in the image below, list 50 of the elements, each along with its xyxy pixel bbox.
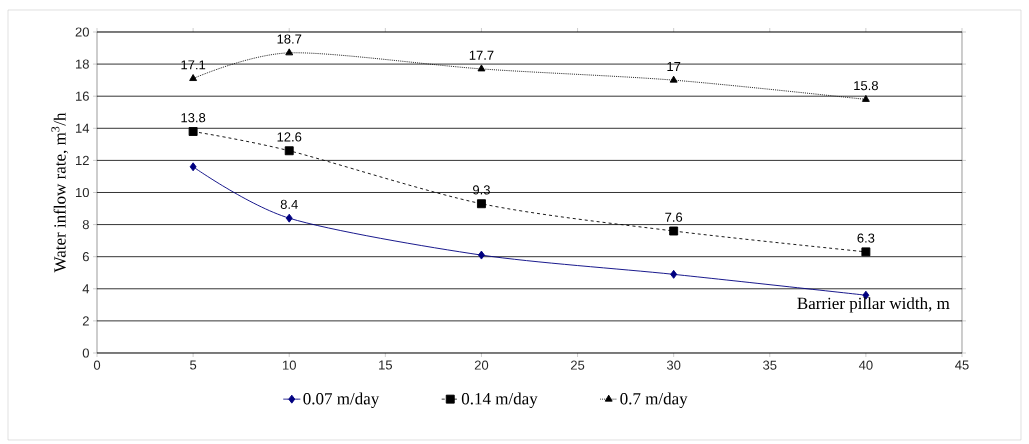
data-label: 15.8	[854, 81, 878, 91]
y-tick-label: 12	[76, 155, 89, 165]
data-label: 12.6	[277, 132, 302, 142]
data-label: 7.6	[665, 212, 683, 222]
x-tick-label: 30	[666, 360, 681, 370]
data-label: 18.7	[277, 34, 302, 44]
point	[477, 64, 486, 72]
x-tick-label: 15	[379, 360, 393, 370]
y-tick-label: 16	[76, 91, 89, 101]
x-tick-label: 0	[93, 360, 101, 370]
legend-label: 0.7 m/day	[620, 392, 688, 408]
point	[670, 269, 678, 279]
y-tick-label: 2	[82, 316, 89, 326]
data-label: 13.8	[181, 113, 206, 123]
data-label: 17	[667, 62, 681, 71]
x-tick-label: 45	[955, 360, 969, 370]
point	[285, 48, 294, 56]
y-tick-label: 10	[76, 187, 89, 198]
point	[284, 146, 294, 156]
x-tick-label: 10	[282, 360, 296, 370]
x-tick-label: 40	[858, 360, 873, 370]
point	[861, 94, 870, 102]
data-label: 6.3	[857, 233, 875, 243]
y-tick-label: 18	[76, 59, 89, 69]
data-label: 17.7	[469, 50, 494, 60]
x-tick-label: 5	[190, 360, 197, 370]
y-tick-label: 8	[82, 219, 89, 230]
point	[669, 75, 678, 83]
data-label: 17.1	[181, 60, 206, 70]
y-tick-label: 4	[82, 284, 90, 294]
point	[189, 162, 197, 172]
y-tick-label: 0	[82, 348, 89, 358]
point	[285, 213, 293, 223]
x-axis-title: Barrier pillar width, m	[797, 297, 950, 313]
point	[669, 226, 679, 236]
point	[478, 250, 485, 260]
legend-label: 0.07 m/day	[303, 392, 380, 408]
y-tick-label: 20	[75, 27, 89, 37]
x-tick-label: 20	[474, 360, 489, 370]
y-tick-label: 14	[76, 123, 90, 133]
point	[477, 199, 486, 209]
legend-label: 0.14 m/day	[461, 392, 538, 408]
data-label: 8.4	[280, 199, 298, 209]
point	[861, 247, 871, 257]
point	[188, 127, 198, 136]
y-tick-label: 6	[82, 252, 89, 262]
x-tick-label: 35	[763, 360, 777, 370]
point	[189, 74, 198, 81]
y-axis-title: Water inflow rate, m$^{3}$/h	[51, 112, 69, 273]
x-tick-label: 25	[570, 360, 585, 370]
